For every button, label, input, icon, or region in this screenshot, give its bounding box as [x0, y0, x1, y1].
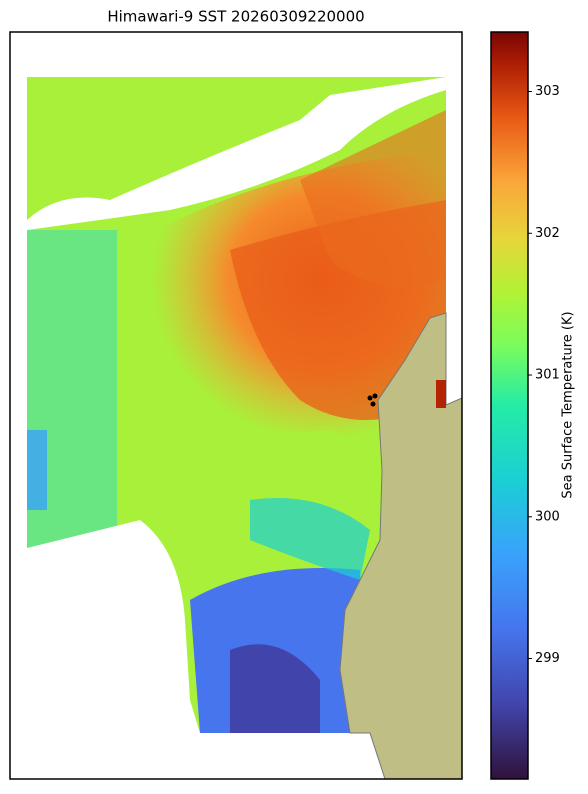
map-frame [9, 31, 463, 780]
sst-field [27, 77, 463, 780]
colorbar [490, 31, 529, 780]
map-title: Himawari-9 SST 20260309220000 [107, 8, 364, 26]
colorbar-tick-label: 300 [535, 509, 560, 524]
colorbar-label: Sea Surface Temperature (K) [561, 311, 576, 498]
colorbar-tick-label: 303 [535, 84, 560, 99]
colorbar-tick-label: 301 [535, 368, 560, 383]
colorbar-tick-label: 299 [535, 651, 560, 666]
colorbar-tick-label: 302 [535, 226, 560, 241]
